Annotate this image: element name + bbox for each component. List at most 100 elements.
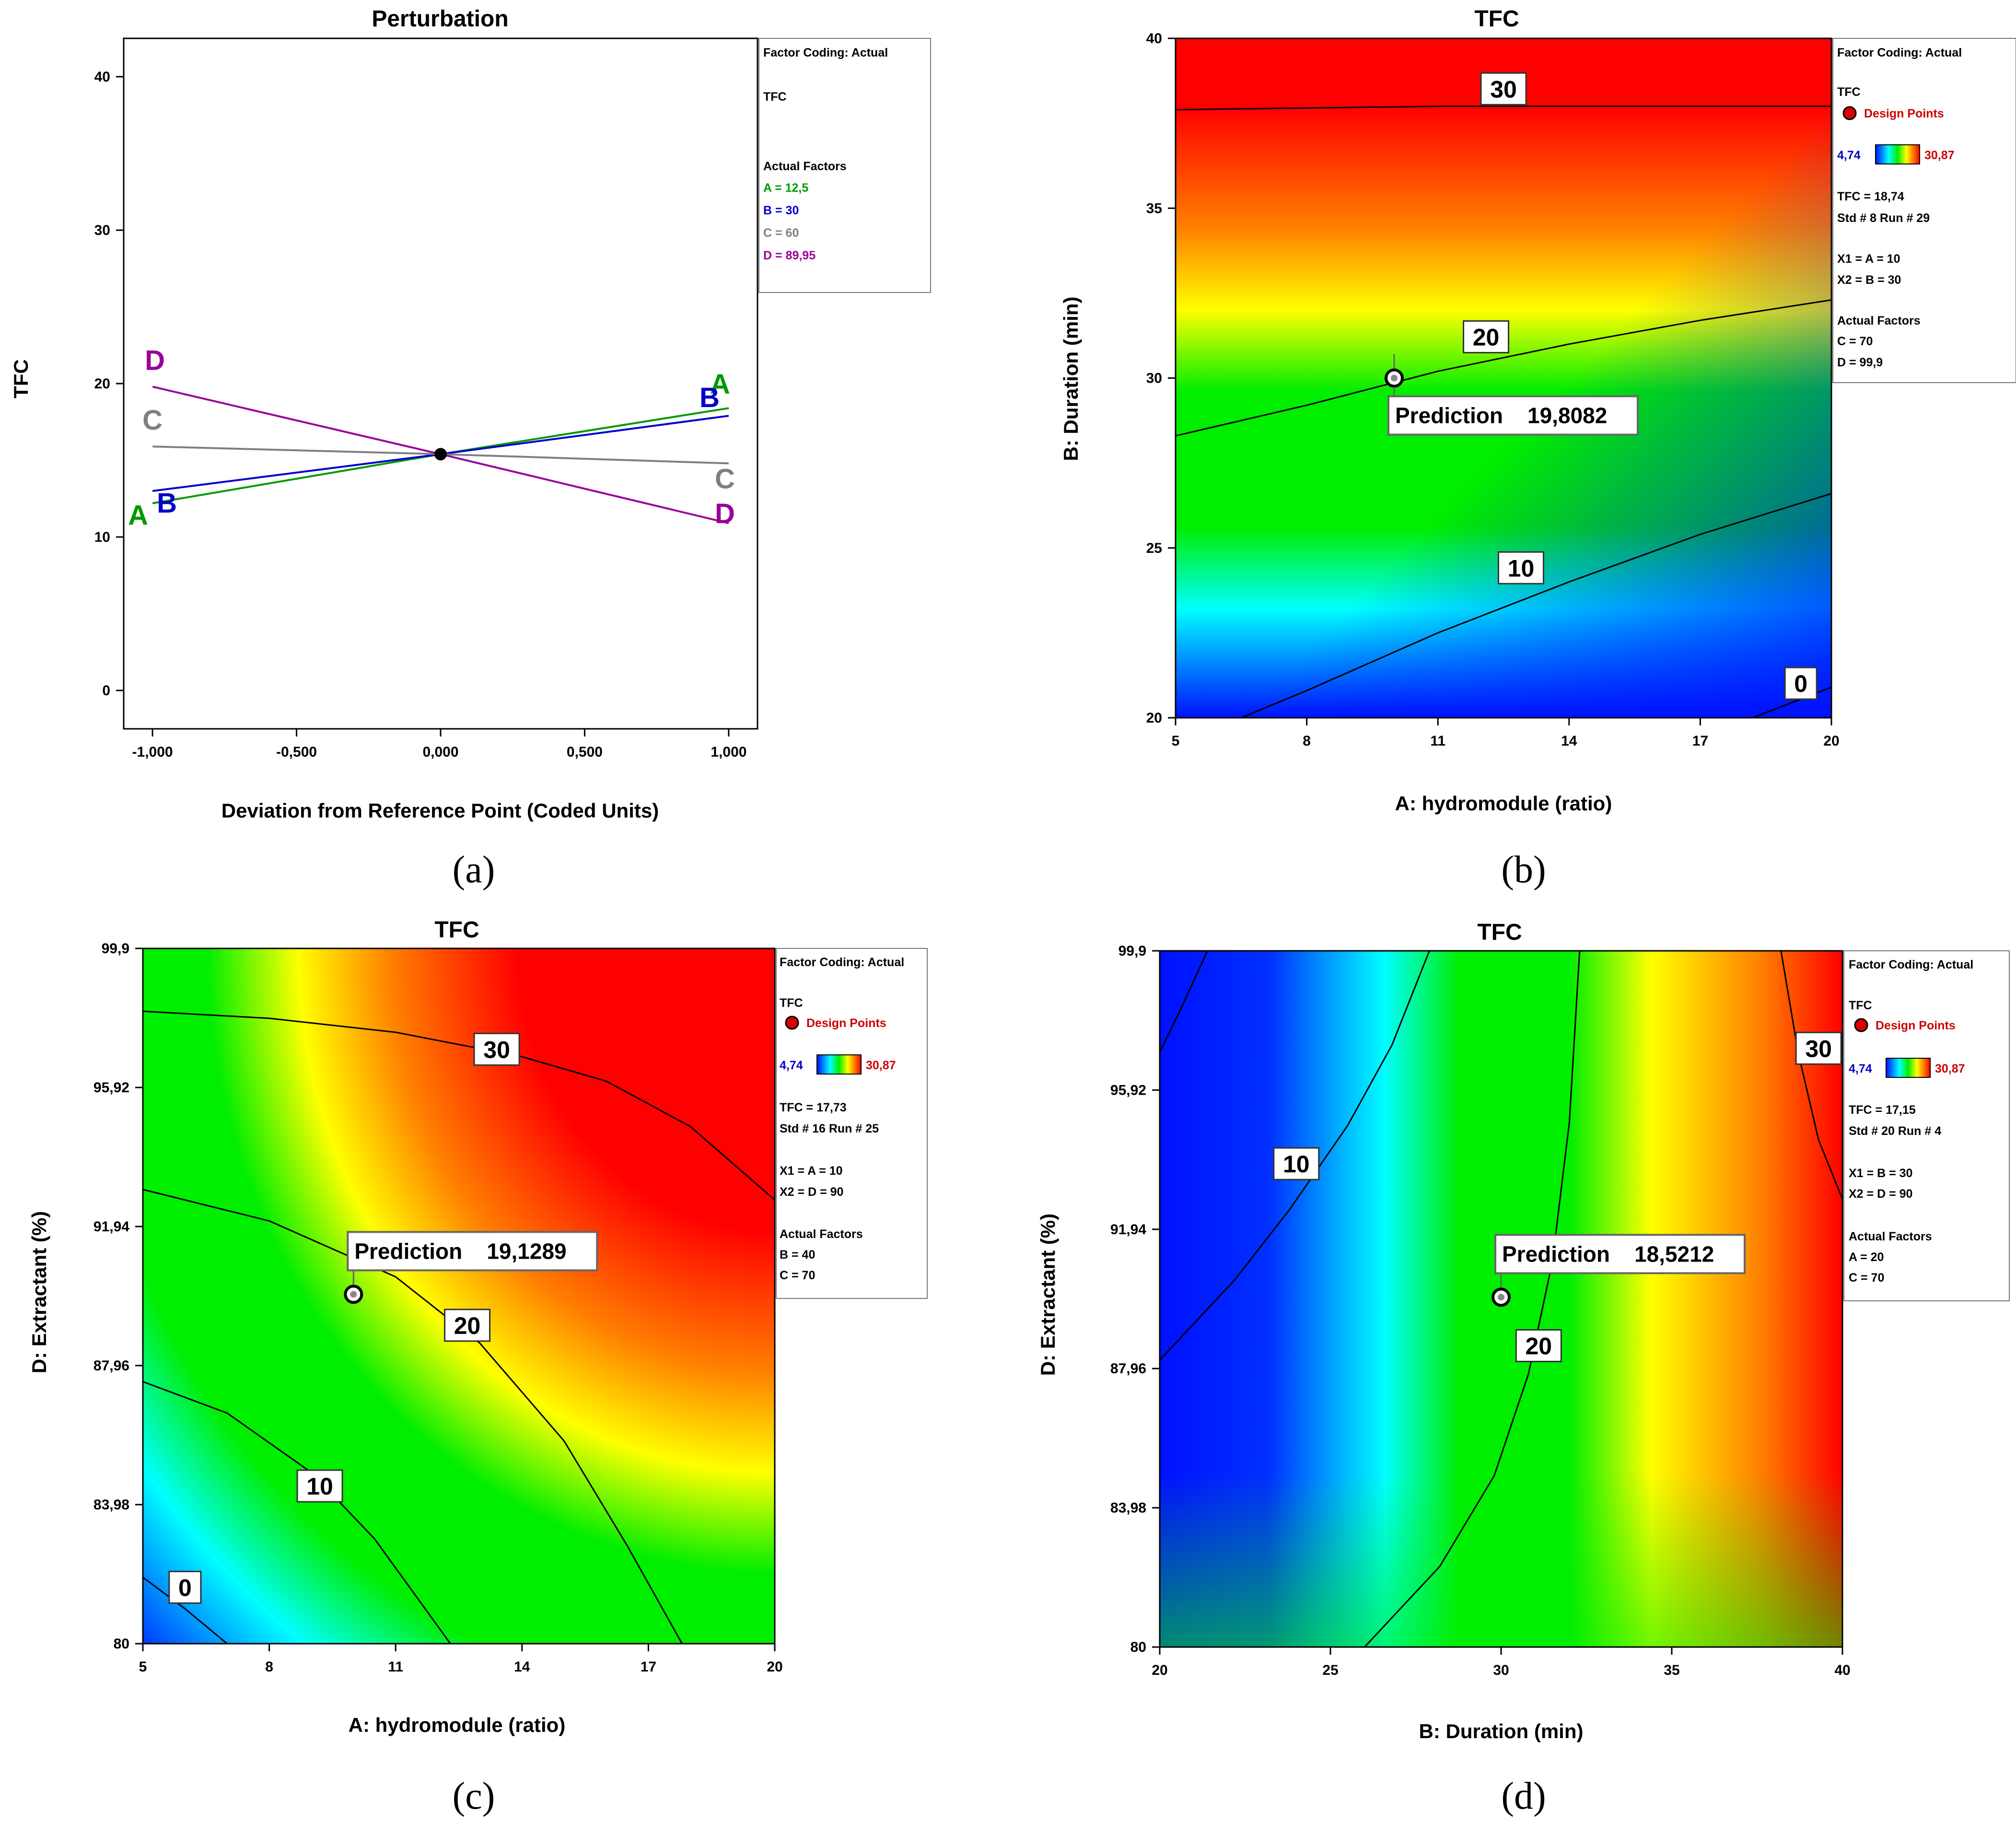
contour-line-30 — [142, 1010, 775, 1201]
legend-line: TFC — [1837, 85, 1861, 99]
panel-a: Perturbation -1,000 -0,500 0,000 0,500 1,000… — [10, 6, 931, 891]
panel-d-legend-box — [1843, 950, 2010, 1301]
contour-label: 0 — [1794, 670, 1807, 697]
color-scale-bar — [1875, 144, 1920, 164]
panel-d-y-ticks: 80 83,98 87,96 91,94 95,92 99,9 — [1110, 943, 1160, 1655]
legend-line: TFC = 18,74 — [1837, 190, 1904, 203]
legend-line: Design Points — [806, 1017, 886, 1030]
series-label-start-c: C — [142, 405, 163, 436]
legend-line: 4,74 — [1837, 149, 1861, 162]
legend-line: Factor Coding: Actual — [780, 956, 904, 969]
legend-line: TFC — [763, 90, 787, 104]
x-tick-label: 11 — [1430, 733, 1445, 749]
legend-line: Actual Factors — [763, 160, 847, 173]
legend-line: Std # 20 Run # 4 — [1849, 1124, 1941, 1138]
legend-line: B = 30 — [763, 204, 799, 217]
legend-line: Design Points — [1864, 107, 1944, 120]
y-tick-label: 95,92 — [1110, 1082, 1146, 1098]
legend-line: Actual Factors — [1837, 314, 1921, 327]
contour-line-30 — [1175, 105, 1831, 111]
legend-line: 30,87 — [1935, 1062, 1965, 1075]
legend-line: X2 = B = 30 — [1837, 273, 1901, 287]
prediction-value: 18,5212 — [1634, 1241, 1714, 1266]
contour-line-20 — [1175, 299, 1832, 437]
contour-label-box — [1497, 551, 1544, 584]
y-tick-label: 10 — [94, 529, 110, 545]
panel-a-legend: Factor Coding: Actual TFC Actual Factors… — [758, 38, 931, 293]
series-label-end-d: D — [715, 498, 735, 529]
contour-label: 20 — [1473, 324, 1500, 351]
legend-line: Factor Coding: Actual — [1837, 46, 1962, 59]
y-tick-label: 83,98 — [1110, 1500, 1146, 1516]
panel-b-heatmap-shade — [1176, 38, 1831, 718]
panel-b: TFC 30 20 10 0 Prediction 19,8082 5 8 11 14 17 20… — [1060, 6, 2016, 891]
series-label-start-b: B — [157, 488, 177, 519]
contour-label: 30 — [483, 1036, 510, 1063]
x-tick-label: -0,500 — [276, 744, 317, 760]
legend-line: TFC = 17,73 — [780, 1101, 847, 1114]
prediction-label: Prediction — [1502, 1241, 1610, 1266]
panel-a-legend-box — [758, 38, 931, 293]
color-scale-bar — [816, 1054, 862, 1075]
series-label-end-c: C — [715, 463, 735, 494]
panel-c-caption: (c) — [453, 1775, 495, 1817]
legend-line: C = 70 — [780, 1269, 815, 1282]
legend-line: Std # 8 Run # 29 — [1837, 211, 1930, 225]
y-tick-label: 20 — [1146, 710, 1162, 726]
panel-d-x-label: B: Duration (min) — [1419, 1720, 1584, 1742]
panel-d-prediction: Prediction 18,5212 — [1492, 1234, 1746, 1307]
legend-line: A = 12,5 — [763, 181, 808, 195]
contour-line-20 — [1364, 950, 1581, 1648]
legend-line: TFC — [1849, 999, 1872, 1012]
y-tick-label: 35 — [1146, 200, 1162, 216]
contour-label-box — [1784, 666, 1818, 700]
legend-line: Actual Factors — [780, 1227, 863, 1241]
series-label-start-a: A — [128, 500, 148, 531]
panel-c-legend-box — [776, 948, 928, 1299]
x-tick-label: 0,500 — [567, 744, 603, 760]
contour-label: 30 — [1490, 76, 1517, 103]
contour-label-box — [1795, 1031, 1842, 1065]
x-tick-label: 1,000 — [711, 744, 746, 760]
series-label-start-d: D — [145, 345, 165, 376]
x-tick-label: 40 — [1834, 1662, 1850, 1678]
x-tick-label: 5 — [139, 1659, 147, 1675]
x-tick-label: 0,000 — [422, 744, 458, 760]
contour-label: 20 — [1526, 1333, 1552, 1360]
x-tick-label: 17 — [641, 1659, 656, 1675]
panel-a-plot-area — [123, 37, 758, 730]
panel-c-title: TFC — [434, 917, 479, 943]
legend-line: C = 70 — [1837, 335, 1873, 348]
x-tick-label: 20 — [767, 1659, 782, 1675]
design-point-marker-icon — [785, 1016, 799, 1030]
panel-c-heatmap — [143, 948, 775, 1644]
panel-d-y-label: D: Extractant (%) — [1037, 1214, 1059, 1376]
prediction-label-box — [1387, 395, 1639, 436]
legend-line: D = 89,95 — [763, 249, 816, 262]
contour-label: 30 — [1805, 1035, 1832, 1062]
x-tick-label: 8 — [1303, 733, 1311, 749]
legend-line: 30,87 — [866, 1059, 896, 1072]
prediction-label-box — [347, 1231, 598, 1272]
x-tick-label: 5 — [1172, 733, 1180, 749]
y-tick-label: 0 — [102, 683, 110, 699]
prediction-point-core — [1498, 1294, 1504, 1301]
x-tick-label: 8 — [265, 1659, 273, 1675]
y-tick-label: 40 — [94, 69, 110, 85]
legend-line: B = 40 — [780, 1248, 815, 1262]
prediction-label-box — [1494, 1234, 1746, 1274]
panel-b-legend: Factor Coding: Actual TFC Design Points … — [1832, 38, 2016, 383]
y-tick-label: 40 — [1146, 31, 1162, 47]
panel-a-caption: (a) — [453, 849, 495, 891]
contour-label-box — [473, 1032, 520, 1066]
reference-point-marker — [434, 448, 447, 461]
panel-b-title: TFC — [1474, 6, 1519, 32]
legend-line: X2 = D = 90 — [780, 1185, 843, 1199]
x-tick-label: 25 — [1322, 1662, 1338, 1678]
panel-c-y-label: D: Extractant (%) — [28, 1211, 50, 1373]
panel-c-contours: 30 20 10 0 — [142, 1010, 775, 1645]
legend-line: C = 70 — [1849, 1271, 1884, 1285]
legend-line: D = 99,9 — [1837, 356, 1883, 369]
